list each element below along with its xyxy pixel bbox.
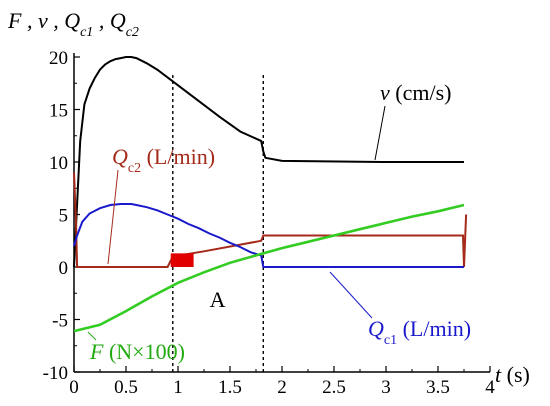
series-label-qc1: Qc1 (L/min) — [368, 316, 471, 348]
x-tick-label: 3.5 — [426, 377, 450, 398]
y-tick-label: 15 — [49, 101, 68, 122]
series-line-v — [73, 56, 464, 268]
y-tick-label: -5 — [52, 311, 68, 332]
x-tick-label: 1.5 — [218, 377, 242, 398]
y-tick-label: 20 — [49, 48, 68, 69]
x-axis-label: t (s) — [495, 362, 530, 387]
x-tick-label: 4 — [485, 377, 495, 398]
y-axis-label: F , v , Qc1 , Qc2 — [7, 8, 139, 40]
series-label-f: F (N×100) — [89, 339, 185, 364]
x-tick-label: 2.5 — [322, 377, 346, 398]
series-line-f — [73, 203, 465, 333]
y-tick-label: 10 — [49, 153, 68, 174]
series-leader-line-v — [374, 105, 386, 161]
annotation-label: A — [210, 287, 226, 312]
x-tick-label: 2 — [277, 377, 287, 398]
series-leader-line-qc1 — [329, 271, 373, 319]
labels-group: F , v , Qc1 , Qc2 t (s) v (cm/s) Qc2 (L/min… — [7, 8, 530, 387]
series-line-qc2 — [73, 172, 468, 268]
x-tick-label: 0.5 — [114, 377, 138, 398]
y-tick-label: 0 — [59, 258, 69, 279]
series-line-qc1 — [73, 203, 464, 268]
series-leader-line-qc2 — [107, 169, 119, 265]
qc2-switching-block — [170, 253, 194, 267]
y-tick-label: -10 — [43, 363, 68, 384]
y-tick-label: 5 — [59, 206, 69, 227]
x-tick-label: 1 — [173, 377, 183, 398]
series-label-v: v (cm/s) — [380, 80, 451, 105]
x-tick-label: 0 — [69, 377, 79, 398]
series-group — [73, 56, 468, 333]
x-tick-label: 3 — [381, 377, 391, 398]
series-label-qc2: Qc2 (L/min) — [112, 144, 215, 176]
series-leader-line-f — [87, 331, 97, 341]
axes: 0 0.5 1 1.5 2 2.5 3 3.5 4 20 15 10 5 0 -5 -10 — [43, 48, 496, 398]
